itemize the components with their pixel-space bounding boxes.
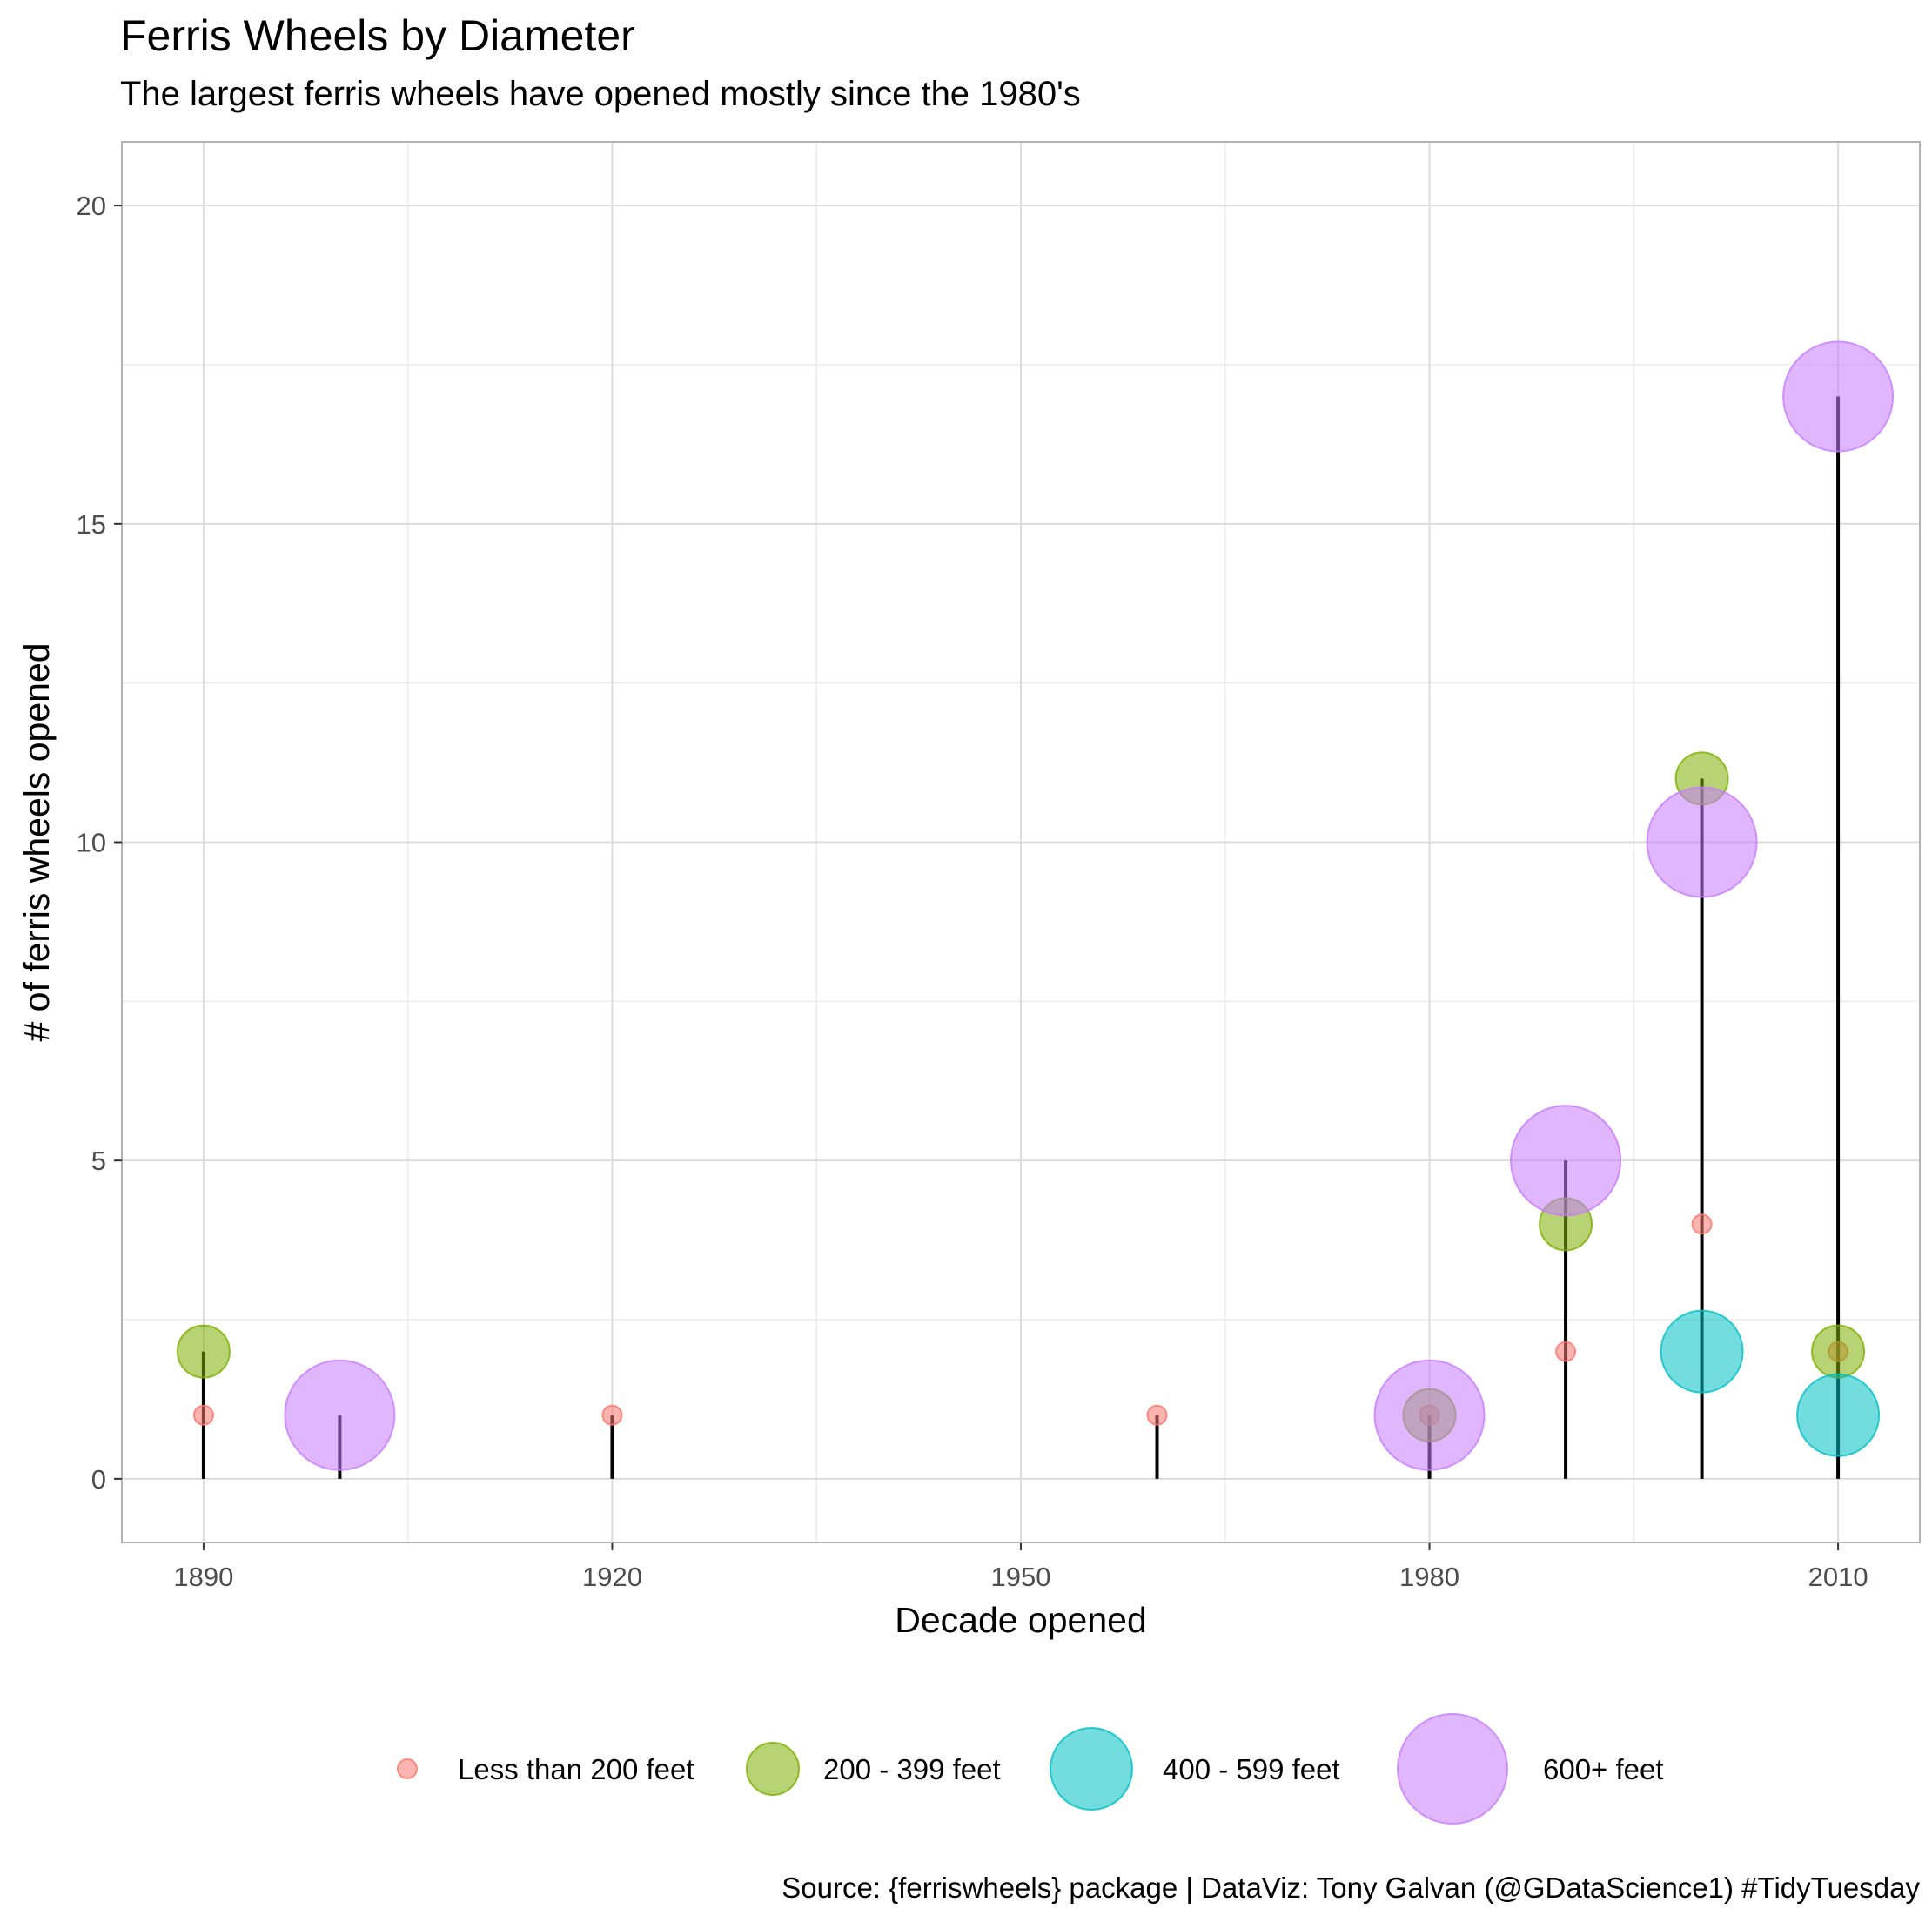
chart-caption: Source: {ferriswheels} package | DataViz… <box>782 1872 1920 1904</box>
legend-key <box>746 1742 800 1796</box>
x-axis-title: Decade opened <box>895 1600 1147 1640</box>
y-tick-label: 15 <box>77 509 106 540</box>
data-point <box>1146 1404 1168 1426</box>
data-point <box>1796 1373 1881 1457</box>
legend-item: 600+ feet <box>1397 1713 1664 1825</box>
data-point <box>192 1404 214 1426</box>
data-point <box>1510 1105 1622 1217</box>
legend-key <box>1397 1713 1508 1825</box>
legend-label: 400 - 599 feet <box>1163 1753 1340 1785</box>
y-tick-label: 5 <box>91 1146 106 1176</box>
y-axis-title: # of ferris wheels opened <box>17 642 57 1041</box>
legend: Less than 200 feet 200 - 399 feet 400 - 59… <box>397 1713 1664 1825</box>
data-point <box>601 1404 623 1426</box>
data-point <box>1555 1341 1577 1362</box>
y-tick-labels: 0 5 10 15 20 <box>77 191 106 1495</box>
legend-label: Less than 200 feet <box>458 1753 694 1785</box>
legend-item: 200 - 399 feet <box>746 1742 1001 1796</box>
data-point <box>176 1324 231 1379</box>
data-point <box>1691 1213 1713 1235</box>
x-tick-label: 1980 <box>1399 1562 1459 1592</box>
y-tick-label: 20 <box>77 191 106 221</box>
x-tick-label: 2010 <box>1808 1562 1868 1592</box>
legend-key <box>1050 1727 1133 1811</box>
data-point <box>1782 340 1895 453</box>
chart-title: Ferris Wheels by Diameter <box>120 11 635 60</box>
data-point <box>1811 1324 1866 1379</box>
legend-key <box>397 1758 418 1779</box>
x-tick-labels: 1890 1920 1950 1980 2010 <box>173 1562 1868 1592</box>
legend-label: 600+ feet <box>1543 1753 1664 1785</box>
y-tick-label: 0 <box>91 1464 106 1495</box>
axis-ticks <box>114 205 1840 1550</box>
legend-item: 400 - 599 feet <box>1050 1727 1340 1811</box>
data-point <box>1646 786 1758 898</box>
chart-svg: 1890 1920 1950 1980 2010 0 5 10 15 20 Decade ope… <box>17 141 1921 1825</box>
x-tick-label: 1950 <box>991 1562 1051 1592</box>
data-point <box>1373 1359 1486 1471</box>
legend-item: Less than 200 feet <box>397 1753 694 1785</box>
legend-label: 200 - 399 feet <box>823 1753 1001 1785</box>
data-points <box>176 340 1895 1471</box>
x-tick-label: 1890 <box>173 1562 233 1592</box>
data-point <box>1660 1309 1744 1394</box>
x-tick-label: 1920 <box>582 1562 642 1592</box>
y-tick-label: 10 <box>77 828 106 858</box>
data-point <box>284 1359 396 1471</box>
chart-subtitle: The largest ferris wheels have opened mo… <box>120 75 1081 113</box>
